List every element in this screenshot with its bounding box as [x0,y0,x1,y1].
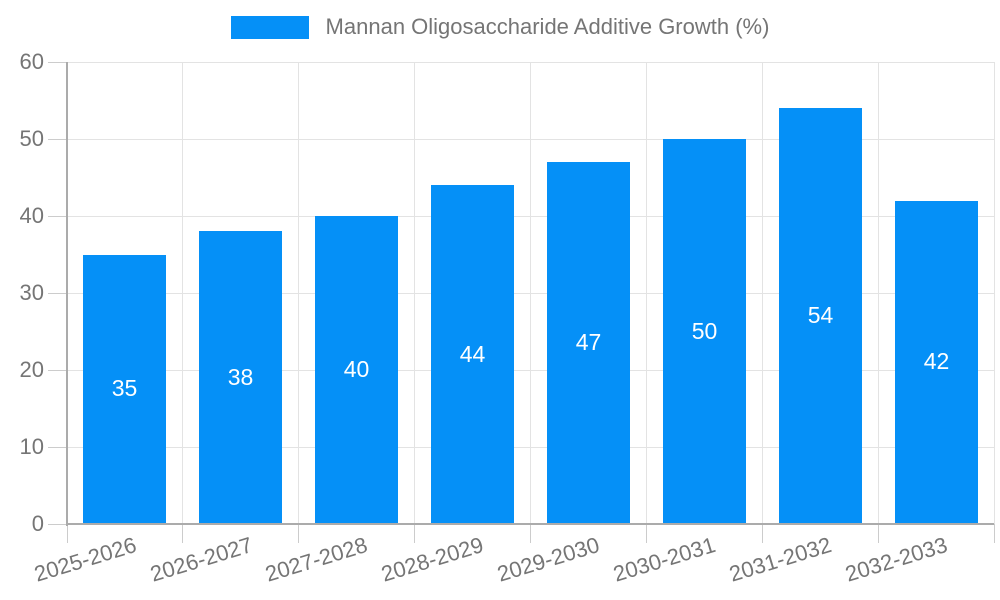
x-gridline [182,62,184,524]
x-gridline [530,62,531,524]
bar-value-label: 42 [923,348,950,375]
x-axis-tick-label: 2025-2026 [31,532,139,587]
y-axis-tick-label: 10 [19,434,44,459]
bar-2031-2032[interactable]: 54 [779,108,862,523]
bar-value-label: 54 [807,302,834,329]
y-axis-tick-label: 0 [31,511,44,536]
x-axis-line [67,523,994,525]
y-axis-line [66,62,68,526]
x-tick [530,524,531,543]
bar-value-label: 35 [111,375,138,402]
bar-2025-2026[interactable]: 35 [83,254,166,523]
bar-value-label: 50 [691,317,718,344]
legend-label: Mannan Oligosaccharide Additive Growth (… [325,14,770,39]
bar-2028-2029[interactable]: 44 [431,185,514,523]
y-axis-tick-label: 20 [19,357,44,382]
bar-value-label: 38 [227,363,254,390]
bar-value-label: 47 [575,329,602,356]
x-tick [761,524,763,543]
x-tick [182,524,184,543]
x-tick [645,524,647,543]
bar-2029-2030[interactable]: 47 [547,162,630,523]
bar-2032-2033[interactable]: 42 [895,200,978,523]
bar-2026-2027[interactable]: 38 [199,231,282,523]
x-axis-tick-label: 2032-2033 [842,532,951,587]
y-axis-tick-label: 50 [19,126,44,151]
y-axis-tick-label: 30 [19,280,44,305]
x-gridline [298,62,300,524]
y-tick [48,215,67,217]
y-tick [48,369,67,371]
y-tick [48,446,67,448]
x-gridline [877,62,879,524]
x-axis-tick-label: 2027-2028 [262,532,371,587]
bar-value-label: 40 [343,356,370,382]
x-tick [877,524,879,543]
x-tick [298,524,300,543]
y-tick [48,292,67,294]
x-gridline [993,62,995,524]
x-axis-tick-label: 2028-2029 [378,532,487,587]
chart-legend: Mannan Oligosaccharide Additive Growth (… [0,14,1000,40]
x-axis-tick-label: 2029-2030 [494,532,603,587]
y-tick [48,61,67,63]
x-gridline [761,62,763,524]
x-axis-tick-label: 2026-2027 [146,532,255,587]
legend-swatch-icon [230,15,309,39]
bar-value-label: 44 [459,340,486,367]
x-tick [414,524,416,543]
x-axis-tick-label: 2030-2031 [610,532,719,587]
bar-2027-2028[interactable]: 40 [315,216,398,523]
x-tick [993,524,995,543]
bar-2030-2031[interactable]: 50 [663,139,746,523]
y-tick [48,523,67,525]
x-gridline [645,62,647,524]
y-tick [48,138,67,140]
x-gridline [414,62,416,524]
x-tick [66,524,68,543]
y-axis-tick-label: 60 [19,49,44,74]
x-axis-tick-label: 2031-2032 [726,532,835,587]
y-axis-tick-label: 40 [19,203,44,228]
